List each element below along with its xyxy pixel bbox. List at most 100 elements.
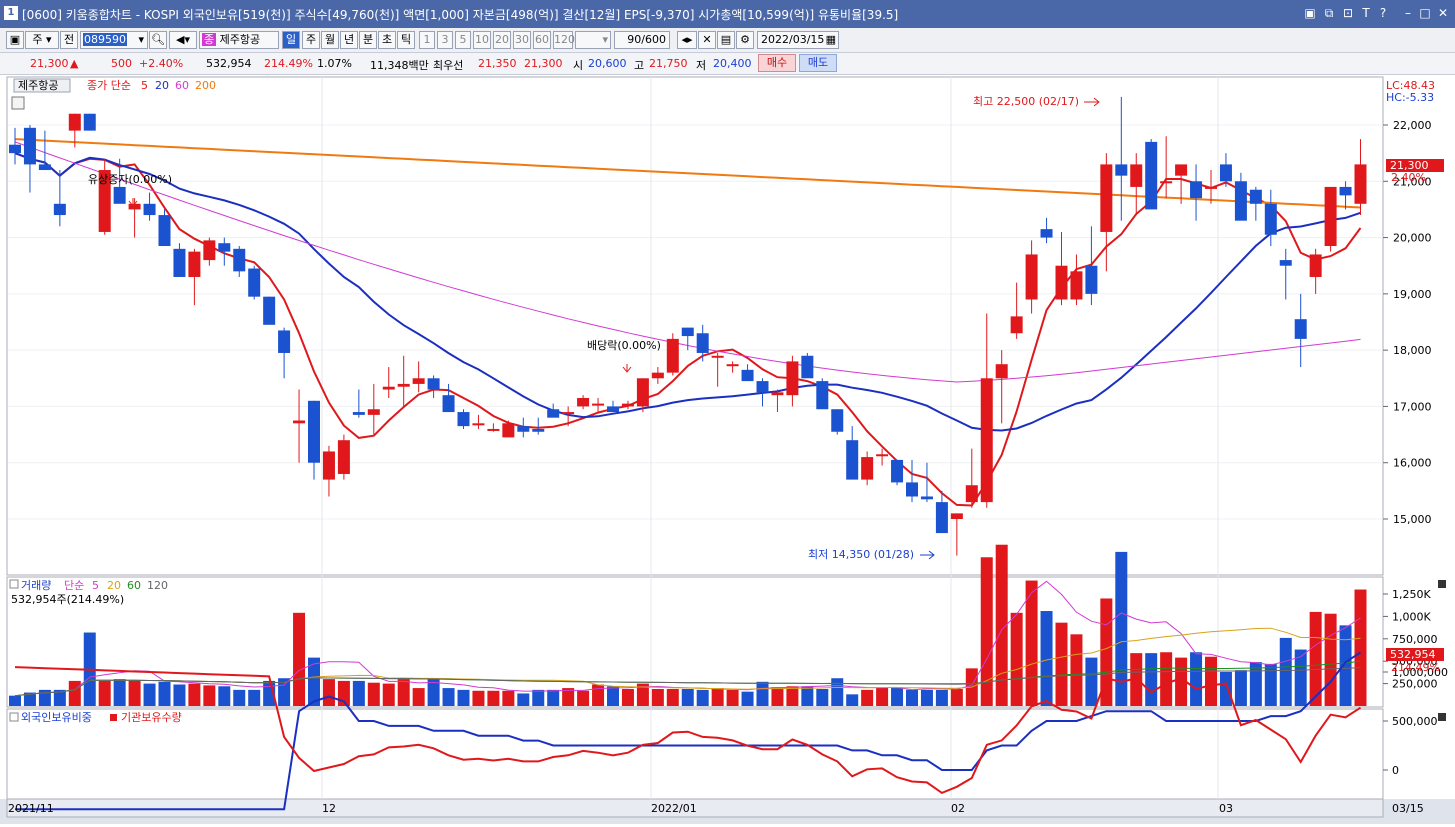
volume-title: 거래량 bbox=[21, 579, 51, 592]
save-icon[interactable]: ▤ bbox=[717, 31, 735, 49]
minute-option-60[interactable]: 60 bbox=[533, 31, 551, 49]
volume-bar bbox=[427, 679, 440, 706]
foreign-tick-label: 0 bbox=[1392, 764, 1399, 777]
volume-bar bbox=[457, 689, 470, 706]
scroll-left-icon[interactable]: ◂▸ bbox=[677, 31, 697, 49]
candle-body bbox=[143, 203, 156, 216]
candle-body bbox=[1339, 186, 1352, 196]
volume-bar bbox=[816, 688, 829, 706]
institution-legend-swatch bbox=[110, 714, 117, 721]
vol-ma20-legend: 20 bbox=[107, 579, 121, 592]
price-tick-label: 18,000 bbox=[1393, 344, 1432, 357]
candle-body bbox=[397, 383, 410, 387]
stock-name-field[interactable]: 종 제주항공 bbox=[199, 31, 279, 49]
help-icon[interactable]: ? bbox=[1379, 6, 1387, 20]
candle-body bbox=[23, 127, 36, 165]
minute-option-5[interactable]: 5 bbox=[455, 31, 471, 49]
ask-price: 21,350 bbox=[478, 57, 517, 70]
minute-option-1[interactable]: 1 bbox=[419, 31, 435, 49]
volume-bar bbox=[995, 544, 1008, 706]
sell-button[interactable]: 매도 bbox=[799, 54, 837, 72]
chart-menu-icon[interactable]: ▣ bbox=[6, 31, 24, 49]
tab-second[interactable]: 초 bbox=[378, 31, 396, 49]
price-chart-svg[interactable]: 22,000 21,000 20,000 19,000 18,000 17,000 16,0… bbox=[0, 75, 1455, 824]
sound-icon[interactable]: ◀▾ bbox=[169, 31, 197, 49]
minute-option-3[interactable]: 3 bbox=[437, 31, 453, 49]
tab-month[interactable]: 월 bbox=[321, 31, 339, 49]
candle-body bbox=[322, 451, 335, 480]
minute-option-30[interactable]: 30 bbox=[513, 31, 531, 49]
stock-code-input[interactable]: 089590 ▾ bbox=[80, 31, 148, 49]
period-select[interactable]: 주 ▾ bbox=[25, 31, 59, 49]
minute-option-20[interactable]: 20 bbox=[493, 31, 511, 49]
candle-body bbox=[846, 440, 859, 480]
tab-week[interactable]: 주 bbox=[302, 31, 320, 49]
volume-bar bbox=[53, 689, 66, 706]
foreign-panel-toggle-icon[interactable] bbox=[9, 712, 19, 722]
dividend-annotation: 배당락(0.00%) bbox=[587, 339, 661, 352]
copy-window-icon[interactable]: ⧉ bbox=[1324, 6, 1334, 20]
candle-body bbox=[68, 113, 81, 131]
volume-bar bbox=[726, 689, 739, 706]
volume-bar bbox=[322, 679, 335, 706]
close-icon[interactable]: ✕ bbox=[1437, 6, 1449, 20]
chart-area[interactable]: 22,000 21,000 20,000 19,000 18,000 17,000 16,0… bbox=[0, 75, 1455, 824]
volume-tick-label: 250,000 bbox=[1392, 678, 1438, 691]
volume-panel-toggle-icon[interactable] bbox=[9, 579, 19, 589]
link-icon[interactable]: ⊡ bbox=[1342, 6, 1354, 20]
turnover-rate: 1.07% bbox=[317, 57, 352, 70]
minute-option-120[interactable]: 120 bbox=[553, 31, 575, 49]
display-count-total: /600 bbox=[641, 33, 666, 46]
table-toggle-icon[interactable] bbox=[11, 96, 25, 110]
maximize-icon[interactable]: □ bbox=[1419, 6, 1431, 20]
date-picker[interactable]: 2022/03/15 ▦ bbox=[757, 31, 839, 49]
candle-body bbox=[367, 409, 380, 415]
tab-day[interactable]: 일 bbox=[282, 31, 300, 49]
all-button[interactable]: 전 bbox=[60, 31, 78, 49]
candle-body bbox=[1175, 164, 1188, 176]
search-icon[interactable]: 🔍︎ bbox=[149, 31, 167, 49]
minimize-icon[interactable]: – bbox=[1405, 6, 1411, 20]
low-arrow-icon bbox=[920, 550, 935, 560]
candle-body bbox=[472, 423, 485, 426]
candle-body bbox=[188, 251, 201, 277]
candle-body bbox=[263, 296, 276, 325]
volume-bar bbox=[1234, 670, 1247, 706]
restore-layout-icon[interactable]: ▣ bbox=[1304, 6, 1316, 20]
foreign-panel-close-icon[interactable] bbox=[1438, 713, 1446, 721]
candle-body bbox=[1264, 203, 1277, 235]
candle-body bbox=[1055, 265, 1068, 300]
tab-minute[interactable]: 분 bbox=[359, 31, 377, 49]
volume-bar bbox=[681, 688, 694, 706]
volume-bar bbox=[592, 684, 605, 706]
volume-bar bbox=[711, 688, 724, 706]
volume-bar bbox=[980, 557, 993, 706]
volume-bar bbox=[1025, 580, 1038, 706]
candle-body bbox=[83, 113, 96, 131]
high-annotation: 최고 22,500 (02/17) bbox=[973, 95, 1079, 108]
candle-body bbox=[1085, 265, 1098, 294]
minute-option-10[interactable]: 10 bbox=[473, 31, 491, 49]
tab-tick[interactable]: 틱 bbox=[397, 31, 415, 49]
crosshair-icon[interactable]: ✕ bbox=[698, 31, 716, 49]
custom-period-select[interactable]: ▾ bbox=[575, 31, 611, 49]
high-arrow-icon bbox=[1084, 97, 1100, 107]
trade-amount: 11,348백만 bbox=[370, 59, 429, 72]
pin-icon[interactable]: T bbox=[1362, 6, 1370, 20]
price-change: 500 bbox=[111, 57, 132, 70]
foreign-ratio-title: 외국인보유비중 bbox=[21, 711, 92, 724]
candle-body bbox=[965, 485, 978, 503]
vol-ma120-legend: 120 bbox=[147, 579, 168, 592]
display-count-input[interactable]: 90/600 bbox=[614, 31, 670, 49]
candle-body bbox=[9, 144, 21, 154]
volume-panel-close-icon[interactable] bbox=[1438, 580, 1446, 588]
candle-body bbox=[457, 412, 470, 427]
volume-bar bbox=[23, 692, 36, 706]
tab-year[interactable]: 년 bbox=[340, 31, 358, 49]
candle-body bbox=[532, 428, 545, 432]
ma60-legend: 60 bbox=[175, 79, 189, 92]
buy-button[interactable]: 매수 bbox=[758, 54, 796, 72]
institution-line bbox=[14, 666, 1362, 795]
settings-gear-icon[interactable]: ⚙ bbox=[736, 31, 754, 49]
volume-bar bbox=[1070, 634, 1083, 706]
